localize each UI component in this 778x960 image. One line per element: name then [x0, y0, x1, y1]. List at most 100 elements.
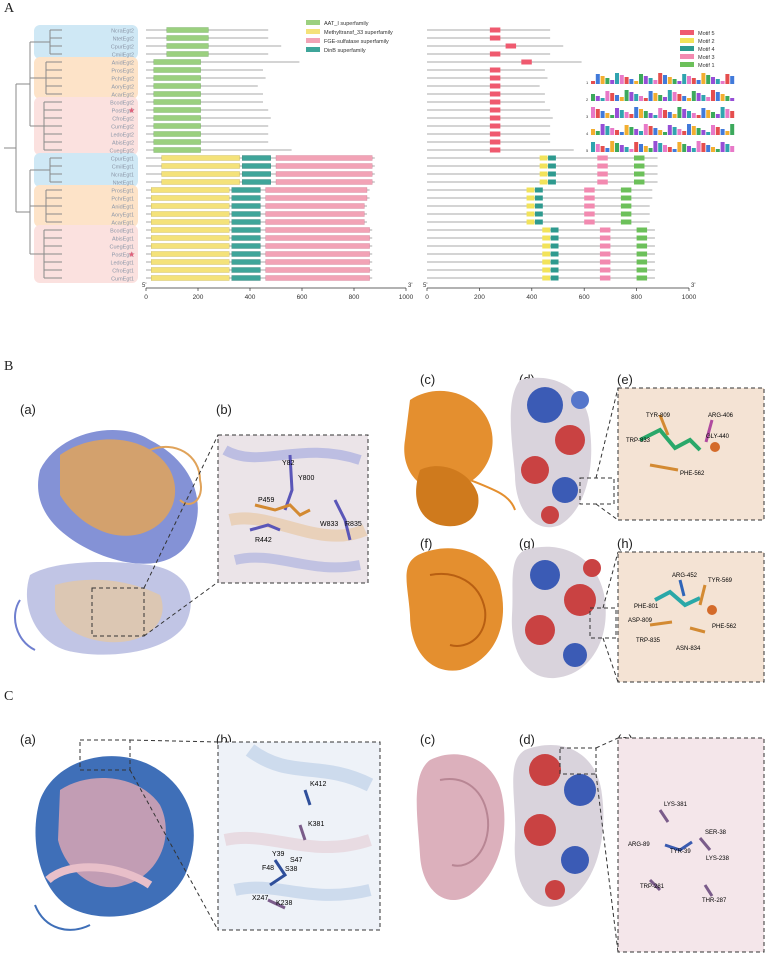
- logo-letter: [706, 132, 711, 135]
- motif-4-mark: [534, 195, 543, 201]
- motif-2-mark: [542, 251, 551, 257]
- taxon-label: CumEgt2: [111, 125, 134, 131]
- dinb-domain: [231, 203, 261, 209]
- taxon-label: PchrEgt1: [111, 197, 134, 203]
- taxon-label: BcodEgt2: [110, 101, 134, 107]
- taxon-label: CpurEgt1: [111, 157, 134, 163]
- logo-letter: [677, 129, 682, 135]
- taxon-label: PchrEgt2: [111, 77, 134, 83]
- aat-domain: [153, 83, 201, 89]
- logo-letter: [624, 125, 629, 135]
- logo-letter: [672, 114, 677, 118]
- b-h-res-1: TYR-569: [708, 578, 733, 584]
- dinb-domain: [231, 275, 261, 281]
- logo-letter: [725, 74, 730, 84]
- motif-1-mark: [636, 243, 648, 249]
- domain-legend-swatch: [306, 38, 320, 43]
- b-b-res-0: Y82: [282, 460, 295, 467]
- b-b-res-4: W833: [320, 521, 338, 528]
- motif-3-mark: [584, 187, 595, 193]
- motif-4-mark: [548, 155, 556, 161]
- motif-1-mark: [636, 275, 648, 281]
- fge-domain: [265, 251, 370, 257]
- c-b-res-2: Y39: [272, 851, 285, 858]
- motif-2-mark: [539, 163, 548, 169]
- domain-legend-label: FGE-sulfatase superfamily: [324, 39, 389, 45]
- methyltransf-domain: [151, 203, 230, 209]
- logo-letter: [634, 81, 639, 84]
- motif-legend-label: Motif 4: [698, 47, 715, 53]
- motif-5-mark: [489, 139, 501, 145]
- motif-4-mark: [550, 267, 559, 273]
- motif-2-mark: [526, 195, 535, 201]
- b-b-res-3: R442: [255, 537, 272, 544]
- methyltransf-domain: [151, 259, 230, 265]
- logo-letter: [600, 124, 605, 135]
- logo-letter: [658, 73, 663, 84]
- motif-legend-label: Motif 1: [698, 63, 715, 69]
- b-e-res-1: ARG-406: [708, 413, 734, 419]
- logo-letter: [691, 113, 696, 118]
- logo-letter: [615, 108, 619, 118]
- logo-letter: [667, 77, 672, 84]
- panel-b-sub-h: (h): [617, 536, 633, 551]
- b-e-res-0: TYR-809: [646, 413, 671, 419]
- c-b-res-6: X247: [252, 895, 268, 902]
- logo-letter: [715, 149, 720, 152]
- logo-letter: [696, 115, 701, 118]
- b-b-res-1: Y800: [298, 475, 314, 482]
- motif-1-mark: [620, 187, 632, 193]
- logo-letter: [672, 92, 677, 101]
- logo-letter: [595, 74, 600, 84]
- taxon-label: BcodEgt1: [110, 229, 134, 235]
- logo-letter: [658, 95, 663, 101]
- motif-2-mark: [526, 187, 535, 193]
- clade-box-1: [34, 57, 138, 99]
- c-b-res-1: K381: [308, 821, 324, 828]
- logo-letter: [624, 90, 629, 101]
- logo-letter: [634, 129, 639, 135]
- logo-letter: [619, 75, 624, 84]
- logo-letter: [600, 111, 605, 118]
- motif-1-mark: [636, 267, 648, 273]
- logo-letter: [701, 130, 706, 135]
- methyltransf-domain: [151, 187, 230, 193]
- c-b-res-7: K238: [276, 900, 292, 907]
- motif-legend-label: Motif 2: [698, 39, 715, 45]
- aat-domain: [153, 131, 201, 137]
- fge-domain: [265, 275, 370, 281]
- logo-letter: [639, 74, 643, 84]
- logo-letter: [677, 142, 682, 152]
- fge-domain: [265, 267, 370, 273]
- logo-letter: [643, 111, 648, 118]
- left-axis-tick-label: 0: [144, 294, 148, 301]
- motif-1-mark: [620, 219, 632, 225]
- logo-letter: [591, 107, 595, 118]
- logo-letter: [720, 107, 725, 118]
- panel-b-sub-e: (e): [617, 372, 633, 387]
- motif-1-mark: [636, 227, 648, 233]
- logo-letter: [711, 147, 715, 152]
- motif-3-mark: [599, 227, 611, 233]
- logo-letter: [648, 78, 653, 84]
- logo-letter: [730, 124, 735, 135]
- logo-letter: [629, 79, 634, 84]
- domain-legend-label: AAT_I superfamily: [324, 21, 369, 27]
- motif-4-mark: [548, 179, 556, 185]
- logo-letter: [629, 149, 634, 152]
- logo-letter: [696, 80, 701, 84]
- clade-box-0: [34, 25, 138, 59]
- logo-letter: [653, 115, 658, 118]
- logo-letter: [687, 98, 691, 101]
- taxon-label: LedoEgt1: [110, 261, 134, 267]
- logo-letter: [610, 80, 615, 84]
- logo-letter: [600, 98, 605, 101]
- logo-letter: [600, 76, 605, 84]
- motif-3-mark: [584, 203, 595, 209]
- logo-letter: [691, 126, 696, 135]
- logo-letter: [677, 81, 682, 84]
- aat-domain: [153, 107, 201, 113]
- motif-5-mark: [489, 115, 501, 121]
- motif-2-mark: [539, 155, 548, 161]
- taxon-label: CuegEgt1: [110, 245, 134, 251]
